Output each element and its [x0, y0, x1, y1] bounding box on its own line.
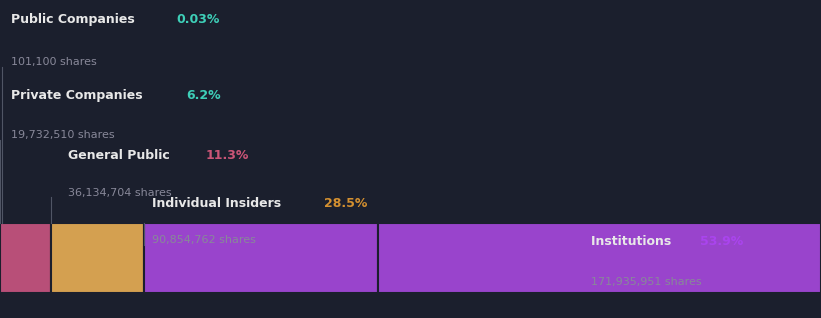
Bar [0, 223, 51, 293]
Text: 11.3%: 11.3% [205, 149, 249, 162]
Text: Private Companies: Private Companies [11, 89, 147, 102]
Text: 101,100 shares: 101,100 shares [11, 57, 96, 67]
Text: 6.2%: 6.2% [186, 89, 221, 102]
Text: Public Companies: Public Companies [11, 13, 139, 26]
Text: 28.5%: 28.5% [324, 197, 368, 210]
Bar [144, 223, 378, 293]
Bar [378, 223, 821, 293]
Text: General Public: General Public [68, 149, 174, 162]
Text: Individual Insiders: Individual Insiders [152, 197, 286, 210]
Text: 90,854,762 shares: 90,854,762 shares [152, 235, 256, 245]
Text: 53.9%: 53.9% [700, 235, 744, 248]
Text: 171,935,951 shares: 171,935,951 shares [591, 277, 702, 287]
Text: Institutions: Institutions [591, 235, 676, 248]
Text: 0.03%: 0.03% [176, 13, 219, 26]
Bar [51, 223, 144, 293]
Text: 19,732,510 shares: 19,732,510 shares [11, 130, 114, 140]
Text: 36,134,704 shares: 36,134,704 shares [68, 188, 172, 197]
